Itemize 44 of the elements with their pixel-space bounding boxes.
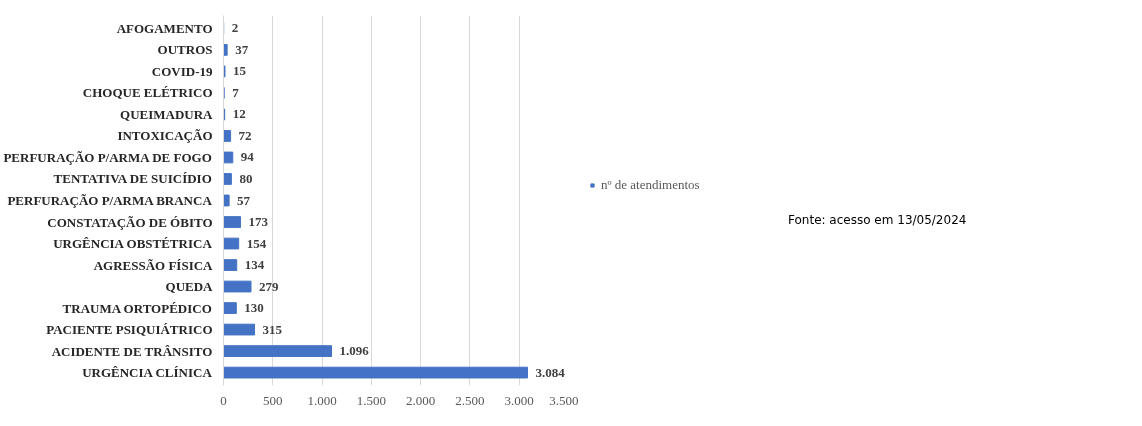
y-tick-label: INTOXICAÇÃO [117, 128, 213, 144]
data-label: 57 [237, 192, 251, 208]
y-tick-label: URGÊNCIA OBSTÉTRICA [53, 236, 213, 252]
y-tick-label: OUTROS [157, 42, 213, 58]
data-label: 15 [232, 63, 247, 79]
y-tick-label: PERFURAÇÃO P/ARMA DE FOGO [3, 149, 212, 165]
x-tick-label: 1.000 [307, 392, 337, 408]
y-tick-label: QUEIMADURA [120, 106, 214, 122]
x-tick-label: 1.500 [356, 392, 386, 408]
y-tick-label: QUEDA [165, 279, 214, 295]
y-tick-label: AFOGAMENTO [116, 20, 213, 36]
data-label: 279 [259, 278, 279, 294]
x-tick-label: 500 [263, 392, 283, 408]
legend-label: nº de atendimentos [601, 177, 700, 193]
data-label: 94 [240, 149, 255, 165]
y-tick-label: TENTATIVA DE SUICÍDIO [53, 171, 212, 187]
data-label: 7 [232, 84, 240, 100]
data-label: 315 [262, 321, 283, 337]
data-label: 154 [246, 235, 267, 251]
data-label: 1.096 [339, 343, 370, 359]
source-note: Fonte: acesso em 13/05/2024 [788, 212, 967, 229]
y-tick-label: TRAUMA ORTOPÉDICO [62, 300, 212, 316]
y-tick-label: CONSTATAÇÃO DE ÓBITO [47, 214, 213, 230]
data-label: 173 [248, 214, 269, 230]
x-tick-label: 3.000 [504, 392, 534, 408]
data-label: 12 [232, 106, 246, 122]
y-tick-label: PACIENTE PSIQUIÁTRICO [46, 322, 213, 338]
data-label: 3.084 [535, 364, 566, 380]
x-tick-label: 3.500 [549, 392, 579, 408]
y-tick-label: CHOQUE ELÉTRICO [82, 85, 213, 101]
x-tick-label: 2.500 [455, 392, 485, 408]
data-label: 130 [244, 300, 264, 316]
x-tick-label: 2.000 [406, 392, 436, 408]
y-tick-label: AGRESSÃO FÍSICA [93, 257, 214, 273]
x-tick-label: 0 [220, 392, 227, 408]
y-tick-label: PERFURAÇÃO P/ARMA BRANCA [7, 193, 213, 208]
data-label: 2 [231, 20, 239, 36]
data-label: 72 [238, 127, 252, 143]
y-tick-label: ACIDENTE DE TRÂNSITO [51, 343, 213, 359]
y-tick-label: URGÊNCIA CLÍNICA [82, 365, 213, 381]
y-tick-label: COVID-19 [151, 63, 213, 79]
data-label: 134 [244, 257, 265, 273]
data-label: 37 [235, 41, 249, 57]
data-label: 80 [239, 170, 253, 186]
